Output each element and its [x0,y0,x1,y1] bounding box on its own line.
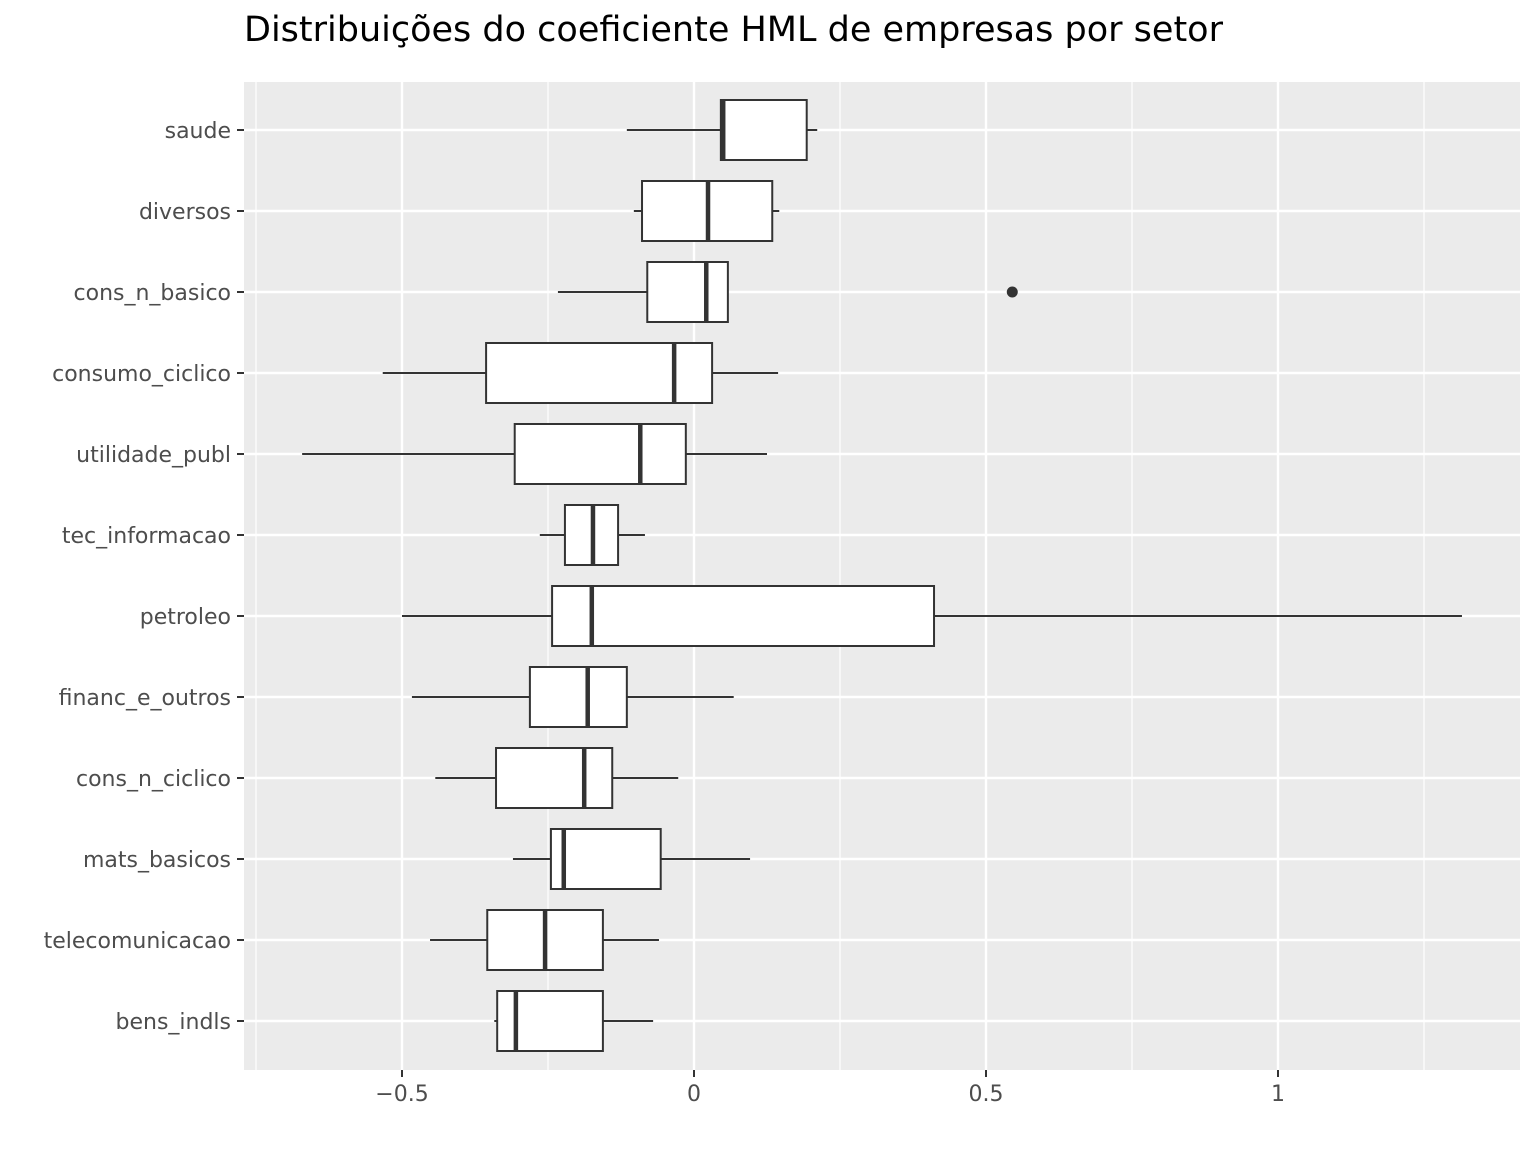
outlier-point [1006,286,1018,298]
x-tick-label: 0 [687,1082,701,1107]
box-cons_n_basico [557,261,1018,323]
box-financ_e_outros [411,666,734,728]
x-tick-label: −0.5 [375,1082,428,1107]
x-tick-label: 0.5 [969,1082,1004,1107]
chart-title: Distribuições do coeficiente HML de empr… [244,10,1223,50]
y-tick-label: saude [165,119,231,144]
y-tick-label: cons_n_ciclico [76,767,231,792]
box-consumo_ciclico [382,342,779,404]
x-axis: −0.5 0 0.5 1 [375,1070,1285,1107]
y-tick-label: financ_e_outros [59,686,231,711]
box-diversos [633,180,780,242]
y-tick-label: petroleo [140,605,231,630]
y-tick-label: telecomunicacao [44,929,231,954]
boxplot-series [302,99,1462,1052]
minor-gridlines [255,82,1425,1070]
plot-panel [244,82,1520,1070]
box-tec_informacao [539,504,645,566]
box-petroleo [402,585,1462,647]
y-axis: saude diversos cons_n_basico consumo_ciclic… [44,119,244,1035]
box-cons_n_ciclico [435,747,679,809]
y-tick-label: diversos [139,200,231,225]
box-bens_indls [494,990,654,1052]
y-tick-label: mats_basicos [83,848,231,873]
box-mats_basicos [512,828,751,890]
y-tick-label: utilidade_publ [76,443,231,468]
y-tick-label: cons_n_basico [74,281,231,306]
y-tick-label: bens_indls [116,1010,232,1035]
box-utilidade_publ [302,423,767,485]
y-tick-label: consumo_ciclico [52,362,231,387]
box-telecomunicacao [430,909,659,971]
y-tick-label: tec_informacao [62,524,231,549]
major-gridlines [244,82,1520,1070]
x-tick-label: 1 [1271,1082,1285,1107]
box-saude [626,99,818,161]
